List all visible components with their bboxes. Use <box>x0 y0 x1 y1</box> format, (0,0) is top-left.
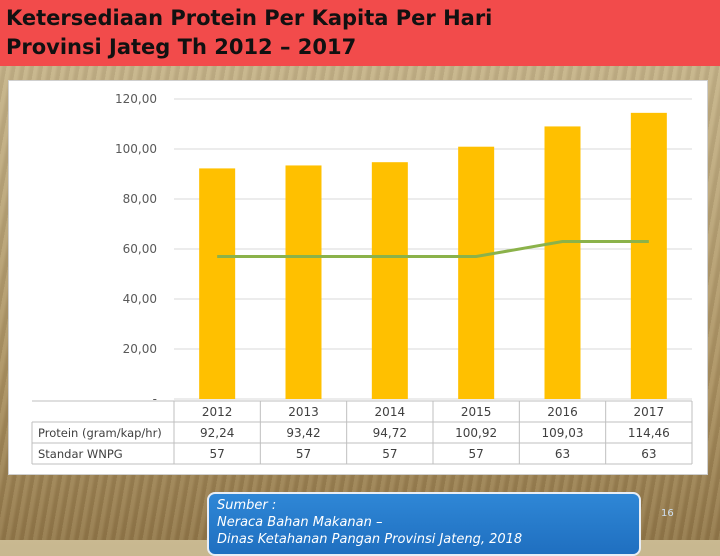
standard-wnpg-line <box>217 240 649 258</box>
page-number: 16 <box>661 508 674 519</box>
y-tick-label: 20,00 <box>123 342 157 356</box>
slide-title-line-1: Ketersediaan Protein Per Kapita Per Hari <box>6 6 493 30</box>
protein-chart: 120,00 100,00 80,00 60,00 40,00 20,00 - 2012 201… <box>31 92 693 465</box>
y-tick-label: 40,00 <box>123 292 157 306</box>
y-tick-label: 80,00 <box>123 192 157 206</box>
protein-bar <box>630 112 667 399</box>
data-value-label: 93,42 <box>286 426 320 440</box>
series-name-label: Standar WNPG <box>38 447 123 461</box>
protein-bar <box>371 162 408 399</box>
chart-panel: 120,00 100,00 80,00 60,00 40,00 20,00 - 2012 201… <box>8 80 708 475</box>
y-tick-label: 100,00 <box>115 142 157 156</box>
title-bar: Ketersediaan Protein Per Kapita Per Hari… <box>0 0 720 66</box>
y-tick-label: 60,00 <box>123 242 157 256</box>
source-label: Sumber : <box>217 498 277 513</box>
protein-bar <box>199 168 236 399</box>
data-value-label: 57 <box>296 447 311 461</box>
data-value-label: 57 <box>210 447 225 461</box>
series-name-label: Protein (gram/kap/hr) <box>38 426 162 440</box>
x-category-label: 2015 <box>461 405 492 419</box>
data-value-label: 63 <box>555 447 570 461</box>
protein-bar <box>544 126 581 400</box>
x-category-label: 2017 <box>634 405 665 419</box>
data-value-label: 100,92 <box>455 426 497 440</box>
x-category-label: 2014 <box>375 405 406 419</box>
source-line-1: Neraca Bahan Makanan – <box>217 515 383 530</box>
protein-bar <box>285 165 322 399</box>
x-category-label: 2013 <box>288 405 319 419</box>
data-value-label: 114,46 <box>628 426 670 440</box>
y-tick-label: 120,00 <box>115 92 157 106</box>
y-tick-label: - <box>153 392 157 406</box>
x-category-label: 2016 <box>547 405 578 419</box>
protein-bar <box>458 146 495 399</box>
x-category-label: 2012 <box>202 405 233 419</box>
data-value-label: 63 <box>641 447 656 461</box>
data-value-label: 94,72 <box>373 426 407 440</box>
data-value-label: 92,24 <box>200 426 234 440</box>
data-value-label: 109,03 <box>542 426 584 440</box>
data-value-label: 57 <box>469 447 484 461</box>
data-value-label: 57 <box>382 447 397 461</box>
slide-title-line-2: Provinsi Jateg Th 2012 – 2017 <box>6 35 357 59</box>
